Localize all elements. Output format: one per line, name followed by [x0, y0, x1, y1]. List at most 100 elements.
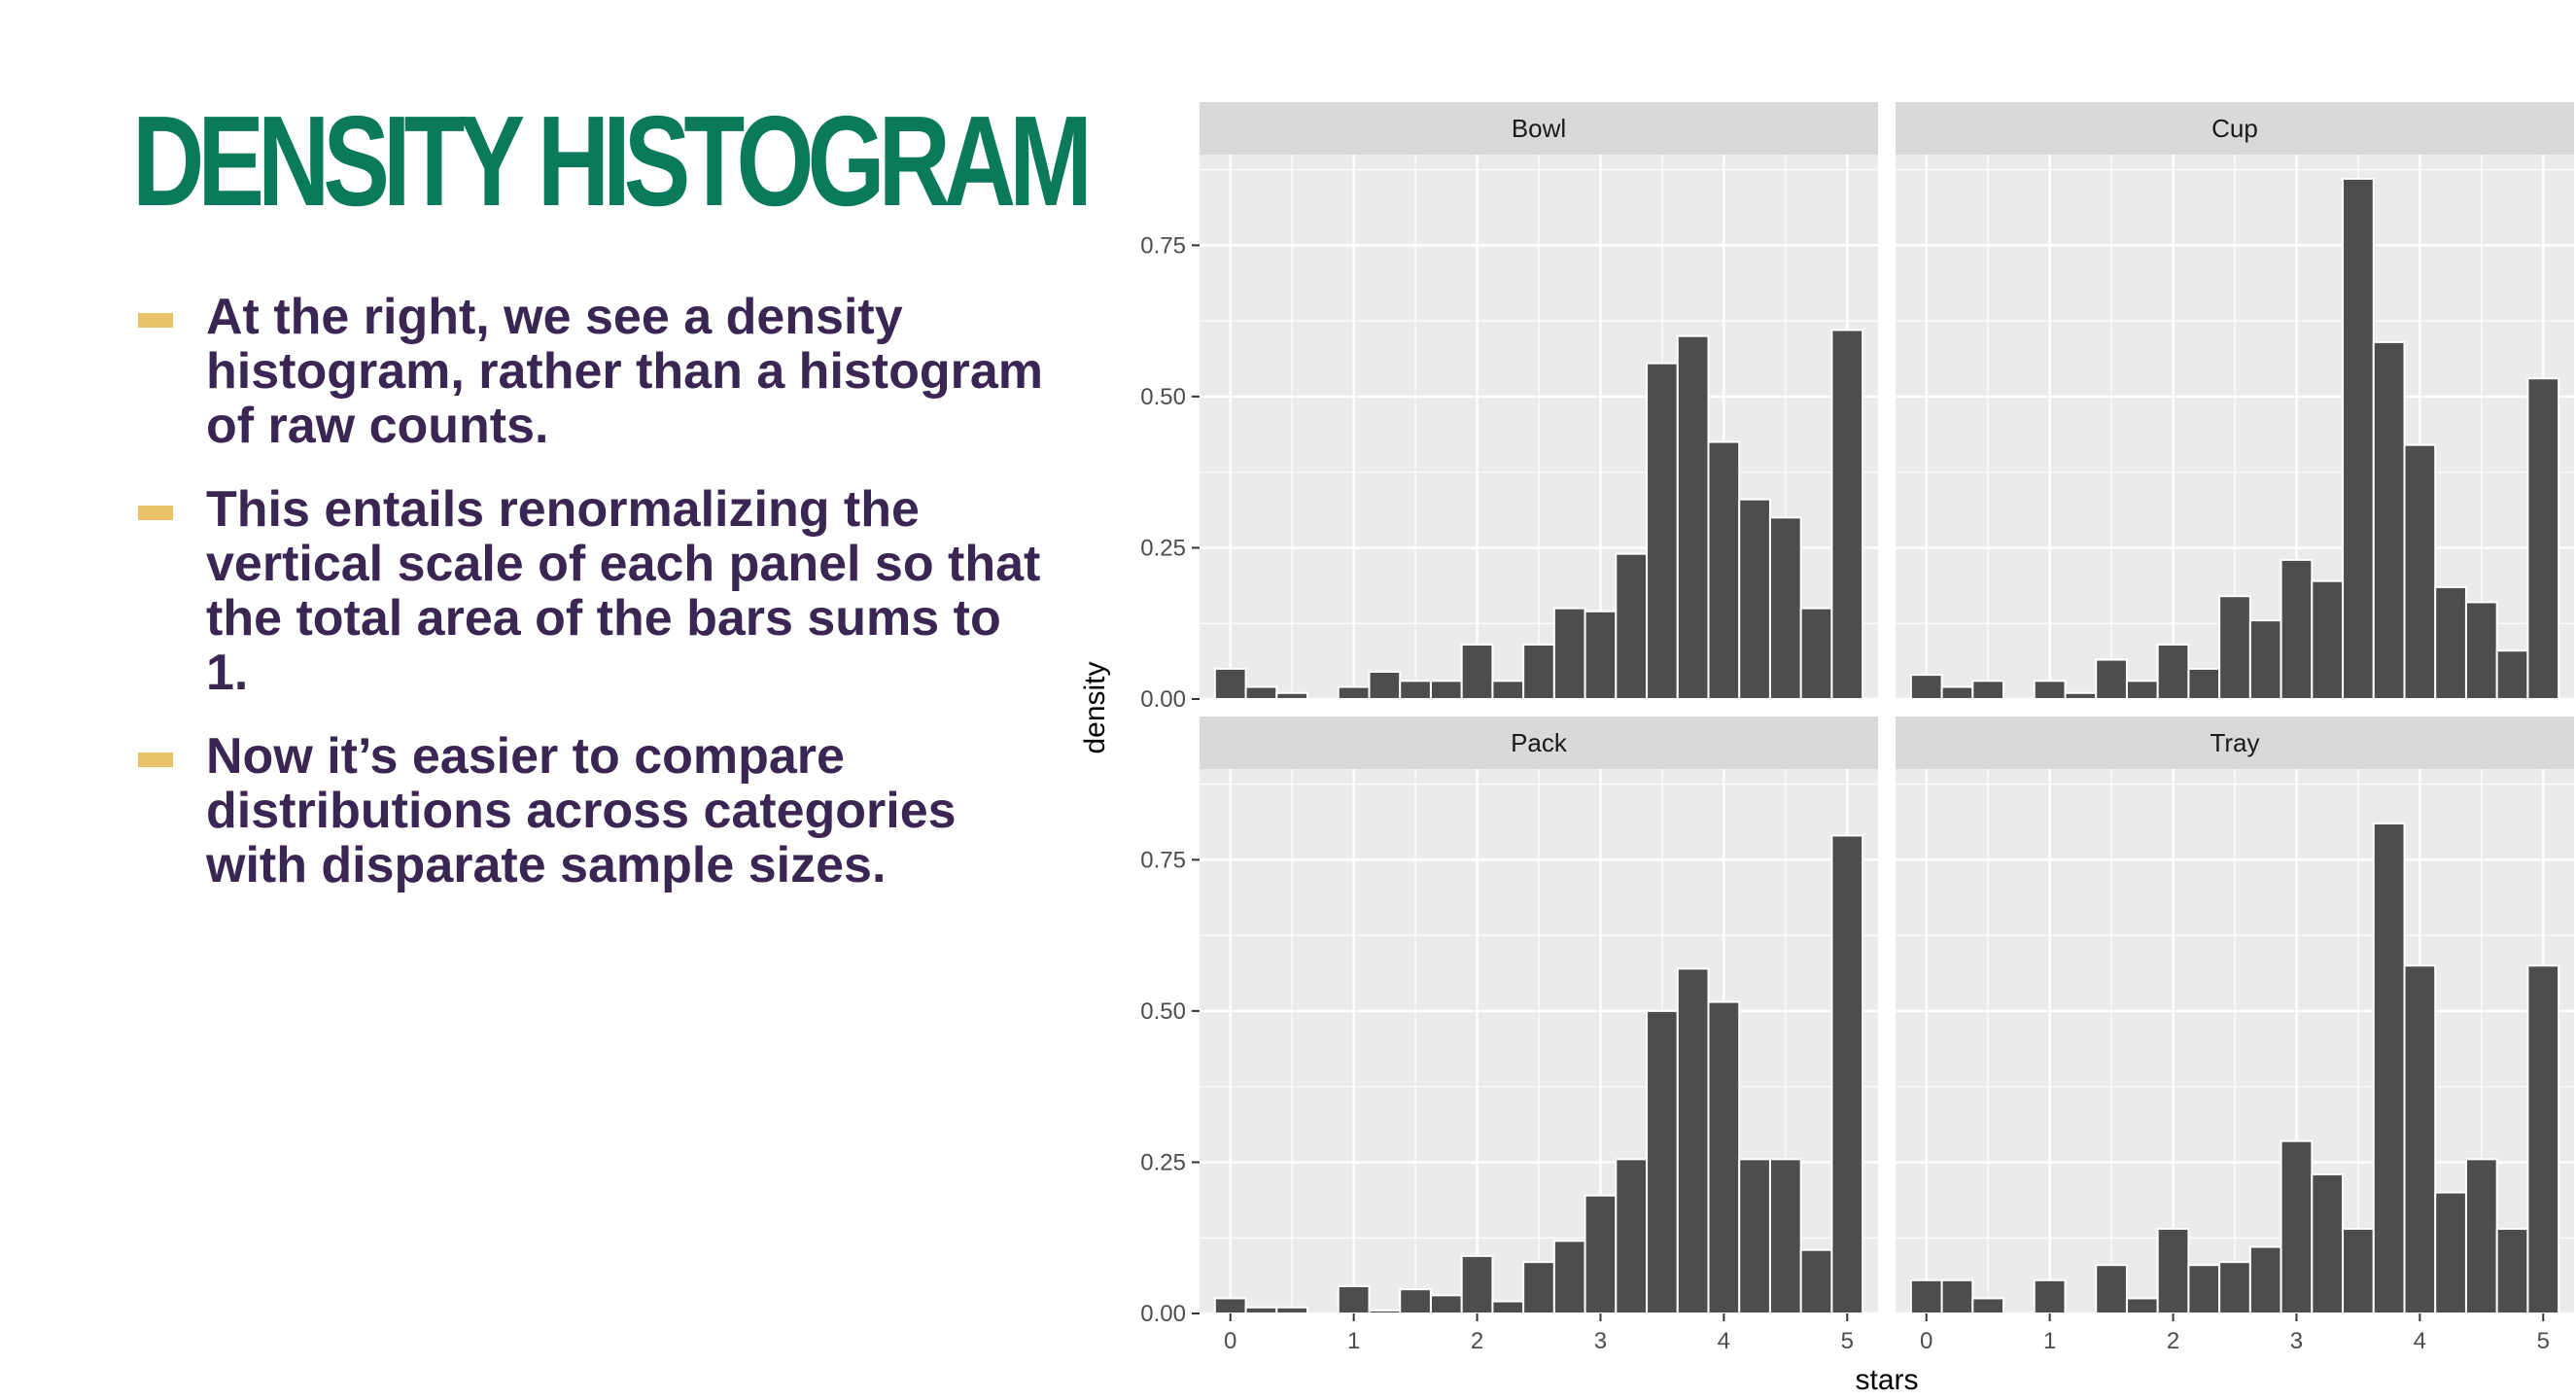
histogram-bar: [2095, 658, 2128, 700]
histogram-bar: [2495, 649, 2529, 701]
histogram-bar: [2218, 595, 2251, 701]
y-tick-label: 0.50: [1140, 384, 1186, 410]
x-axis-title: stars: [1855, 1364, 1918, 1396]
histogram-bar: [1707, 1000, 1741, 1314]
x-tick-label: 0: [1224, 1328, 1236, 1354]
histogram-bar: [1552, 1240, 1586, 1315]
facet-label: Tray: [2210, 728, 2259, 757]
histogram-bar: [1491, 1300, 1525, 1314]
bullet-text: Now it’s easier to compare distributions…: [206, 728, 957, 893]
x-tick-label: 0: [1920, 1328, 1932, 1354]
histogram-bar: [2372, 340, 2406, 700]
histogram-bar: [2526, 377, 2560, 700]
bullet-dash-icon: [138, 752, 173, 767]
histogram-bar: [2125, 680, 2159, 700]
y-axis-title: density: [1079, 661, 1111, 753]
histogram-bar: [2342, 177, 2375, 700]
bullet-text: At the right, we see a density histogram…: [206, 289, 1044, 454]
facet-strip: [1200, 717, 1878, 769]
histogram-bar: [2187, 667, 2221, 701]
bullet-list: At the right, we see a density histogram…: [136, 290, 1050, 922]
histogram-bar: [1244, 1306, 1278, 1315]
histogram-bar: [1399, 680, 1432, 700]
histogram-bar: [2033, 680, 2067, 700]
histogram-bar: [1491, 680, 1525, 700]
histogram-bar: [2464, 601, 2498, 701]
histogram-bar: [1213, 1297, 1247, 1315]
histogram-bar: [1940, 1278, 1974, 1315]
facet-label: Bowl: [1512, 114, 1566, 143]
x-tick-label: 5: [2537, 1328, 2550, 1354]
histogram-bar: [2434, 1191, 2467, 1314]
histogram-bar: [2033, 1278, 2067, 1315]
histogram-bar: [2464, 1158, 2498, 1315]
x-tick-label: 2: [1471, 1328, 1483, 1354]
histogram-bar: [1429, 680, 1463, 700]
x-tick-label: 5: [1841, 1328, 1854, 1354]
histogram-bar: [1584, 1194, 1618, 1314]
histogram-bar: [1615, 552, 1649, 700]
bullet-text: This entails renormalizing the vertical …: [206, 481, 1041, 701]
histogram-bar: [1971, 1297, 2005, 1315]
histogram-bar: [1738, 1158, 1771, 1315]
histogram-bar: [1646, 1009, 1679, 1315]
facet-strip: [1896, 102, 2574, 155]
histogram-bar: [2156, 1227, 2190, 1315]
histogram-bar: [2372, 822, 2406, 1314]
histogram-bar: [1909, 674, 1943, 700]
bullet-item: Now it’s easier to compare distributions…: [136, 729, 1050, 892]
histogram-bar: [1275, 691, 1309, 700]
histogram-bar: [2156, 644, 2190, 700]
y-tick-label: 0.25: [1140, 1149, 1186, 1175]
histogram-bar: [1460, 644, 1494, 700]
histogram-bar: [2187, 1264, 2221, 1314]
histogram-bar: [1460, 1254, 1494, 1315]
histogram-bar: [2342, 1227, 2375, 1315]
bullet-dash-icon: [138, 506, 173, 520]
histogram-bar: [1584, 610, 1618, 700]
histogram-bar: [2095, 1264, 2128, 1314]
y-tick-label: 0.50: [1140, 998, 1186, 1025]
x-tick-label: 1: [1347, 1328, 1360, 1354]
histogram-bar: [1213, 667, 1247, 701]
histogram-bar: [1522, 1261, 1555, 1314]
y-tick-label: 0.75: [1140, 847, 1186, 873]
histogram-bar: [1646, 362, 1679, 700]
histogram-bar: [1368, 671, 1402, 700]
histogram-bar: [1768, 516, 1802, 701]
bullet-dash-icon: [138, 313, 173, 328]
histogram-bar: [1676, 334, 1710, 701]
facet-label: Pack: [1511, 728, 1568, 757]
slide-title: DENSITY HISTOGRAM: [132, 89, 1093, 232]
y-tick-label: 0.00: [1140, 1301, 1186, 1327]
histogram-bar: [1676, 967, 1710, 1314]
x-tick-label: 3: [2290, 1328, 2303, 1354]
x-tick-label: 1: [2043, 1328, 2056, 1354]
histogram-bar: [2434, 585, 2467, 701]
histogram-bar: [1799, 1248, 1833, 1314]
histogram-bar: [1940, 685, 1974, 700]
histogram-bar: [2248, 619, 2282, 700]
histogram-bar: [1552, 607, 1586, 701]
histogram-bar: [1429, 1294, 1463, 1315]
histogram-bar: [1830, 834, 1864, 1314]
y-tick-label: 0.75: [1140, 232, 1186, 259]
facet-strip: [1200, 102, 1878, 155]
histogram-bar: [2125, 1297, 2159, 1315]
bullet-item: At the right, we see a density histogram…: [136, 290, 1050, 453]
x-tick-label: 3: [1594, 1328, 1607, 1354]
histogram-bar: [2526, 964, 2560, 1314]
histogram-bar: [2280, 558, 2314, 700]
x-tick-label: 4: [1718, 1328, 1730, 1354]
histogram-bar: [1909, 1278, 1943, 1315]
histogram-bar: [2280, 1139, 2314, 1314]
histogram-bar: [1244, 685, 1278, 700]
histogram-bar: [1368, 1309, 1402, 1315]
y-tick-label: 0.00: [1140, 686, 1186, 713]
histogram-bar: [2248, 1245, 2282, 1314]
histogram-bar: [2495, 1227, 2529, 1315]
histogram-bar: [2064, 691, 2098, 700]
histogram-bar: [1707, 440, 1741, 700]
histogram-bar: [1768, 1158, 1802, 1315]
histogram-bar: [1615, 1158, 1649, 1315]
